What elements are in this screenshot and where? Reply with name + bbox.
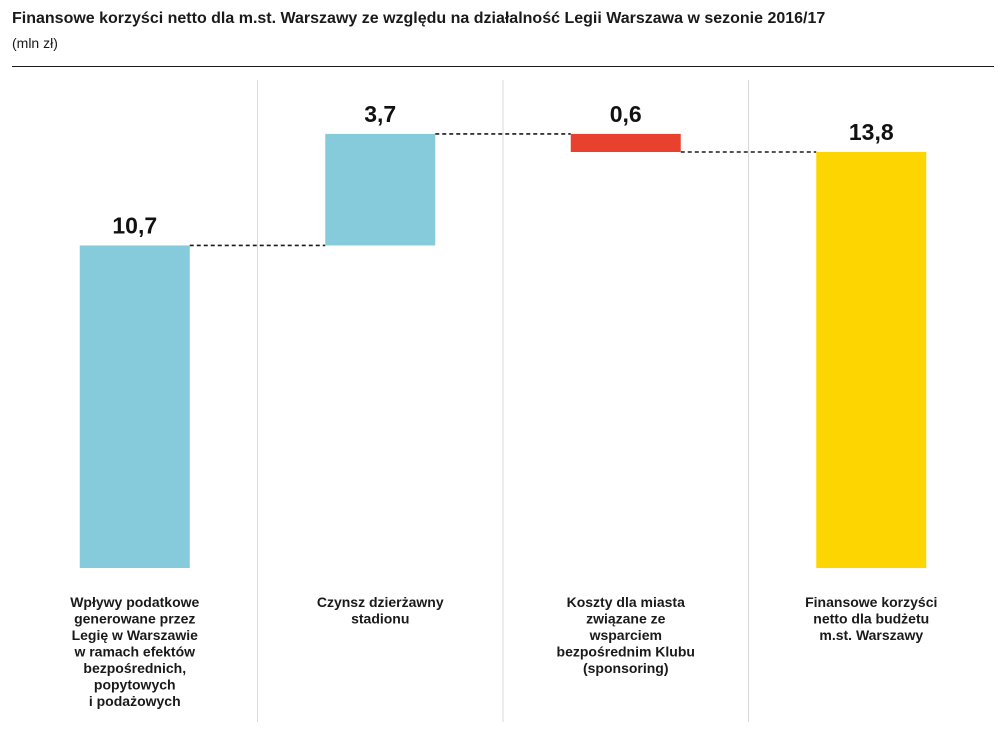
category-label-2: Czynsz dzierżawny stadionu bbox=[317, 594, 444, 627]
bar-1 bbox=[79, 245, 190, 568]
value-label-2: 3,7 bbox=[364, 101, 396, 127]
category-label-3: Koszty dla miasta związane ze wsparciem bez… bbox=[557, 594, 695, 676]
title-rule bbox=[12, 66, 994, 67]
bar-3 bbox=[570, 133, 681, 152]
chart-subtitle: (mln zł) bbox=[12, 35, 58, 51]
value-label-4: 13,8 bbox=[849, 119, 894, 145]
bar-4 bbox=[816, 152, 927, 568]
category-label-1: Wpływy podatkowe generowane przez Legię w … bbox=[70, 594, 199, 709]
bar-2 bbox=[325, 133, 436, 246]
chart-title: Finansowe korzyści netto dla m.st. Warsz… bbox=[12, 10, 826, 27]
value-label-3: 0,6 bbox=[610, 101, 642, 127]
value-label-1: 10,7 bbox=[112, 212, 157, 238]
category-label-4: Finansowe korzyści netto dla budżetu m.st.… bbox=[805, 594, 937, 643]
